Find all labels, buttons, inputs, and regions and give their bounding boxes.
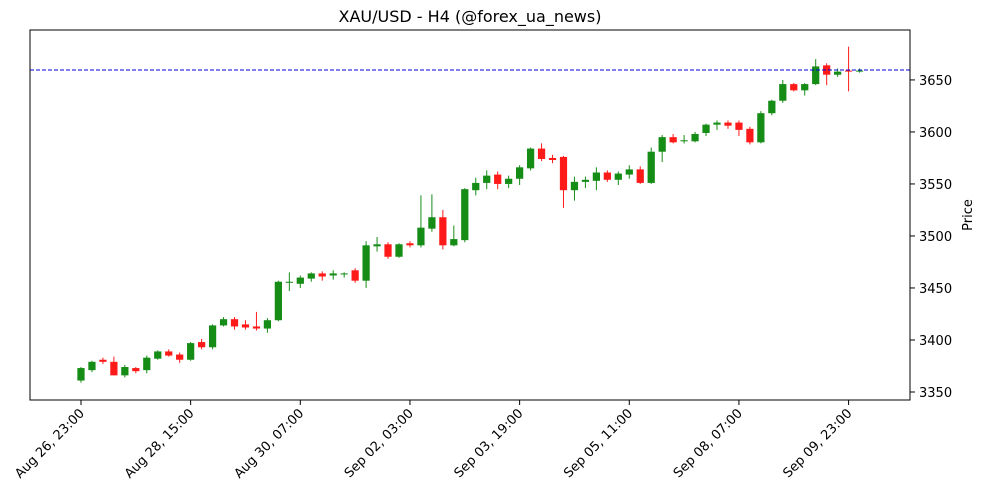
candle-body bbox=[417, 227, 425, 246]
candle-body bbox=[735, 122, 743, 130]
y-axis-label: Price bbox=[961, 199, 976, 231]
candle-body bbox=[713, 122, 721, 125]
candle-body bbox=[658, 137, 666, 152]
y-tick-label: 3500 bbox=[919, 230, 952, 245]
candle-body bbox=[187, 343, 195, 360]
candle-body bbox=[526, 148, 535, 169]
candle-body bbox=[691, 134, 699, 142]
candle-body bbox=[154, 351, 162, 359]
candle-body bbox=[581, 179, 590, 182]
candle-body bbox=[559, 156, 568, 191]
candle-body bbox=[483, 175, 491, 183]
candle-body bbox=[362, 245, 370, 281]
candle-body bbox=[790, 84, 798, 91]
candle-body bbox=[746, 128, 754, 143]
candle-body bbox=[77, 368, 85, 381]
y-tick-label: 3550 bbox=[919, 178, 952, 193]
candle-body bbox=[505, 178, 513, 184]
candle-body bbox=[263, 320, 272, 329]
candle-body bbox=[121, 367, 129, 376]
y-tick-label: 3650 bbox=[919, 74, 952, 89]
candle-body bbox=[88, 361, 96, 371]
candle-body bbox=[680, 140, 688, 142]
chart-title: XAU/USD - H4 (@forex_ua_news) bbox=[339, 7, 602, 27]
candle-body bbox=[570, 181, 579, 191]
candle-body bbox=[592, 172, 600, 181]
x-tick-label: Sep 08, 07:00 bbox=[671, 406, 746, 481]
candle-body bbox=[823, 65, 831, 75]
candle-body bbox=[318, 273, 326, 277]
candle-body bbox=[219, 319, 228, 326]
candle-body bbox=[855, 70, 864, 72]
candle-body bbox=[197, 342, 206, 348]
x-tick-label: Sep 03, 19:00 bbox=[452, 406, 527, 481]
candle-body bbox=[702, 124, 710, 133]
candle-body bbox=[143, 357, 151, 371]
candle-body bbox=[329, 273, 337, 276]
candle-body bbox=[439, 217, 447, 246]
candle-body bbox=[724, 122, 732, 126]
x-tick-label: Sep 05, 11:00 bbox=[561, 406, 636, 481]
candle-body bbox=[669, 137, 677, 143]
candle-body bbox=[647, 151, 655, 183]
candle-body bbox=[373, 244, 381, 247]
candle-body bbox=[537, 148, 546, 159]
candle-body bbox=[406, 243, 414, 246]
candle-body bbox=[812, 66, 820, 85]
candle-body bbox=[176, 354, 184, 360]
candle-body bbox=[230, 319, 239, 327]
candle-body bbox=[395, 244, 403, 257]
candle-body bbox=[285, 281, 293, 283]
y-tick-label: 3450 bbox=[919, 282, 952, 297]
y-tick-label: 3350 bbox=[919, 386, 952, 401]
candle-body bbox=[801, 84, 809, 91]
candle-body bbox=[99, 359, 107, 362]
candle-body bbox=[603, 172, 611, 180]
candle-body bbox=[779, 84, 787, 101]
candle-body bbox=[548, 157, 557, 161]
candle-body bbox=[636, 169, 644, 183]
candle-body bbox=[208, 325, 217, 348]
candle-body bbox=[132, 368, 140, 372]
x-tick-label: Aug 30, 07:00 bbox=[232, 406, 308, 482]
candle-body bbox=[614, 173, 622, 180]
candle-body bbox=[757, 113, 765, 143]
candle-body bbox=[461, 189, 469, 241]
candle-body bbox=[450, 239, 458, 246]
y-tick-label: 3600 bbox=[919, 126, 952, 141]
candle-body bbox=[110, 361, 118, 376]
candle-body bbox=[494, 174, 502, 184]
candle-body bbox=[252, 326, 261, 329]
candle-body bbox=[296, 277, 304, 284]
candle-body bbox=[834, 71, 842, 75]
candle-body bbox=[768, 100, 776, 114]
x-tick-label: Sep 09, 23:00 bbox=[781, 406, 856, 481]
candle-body bbox=[274, 281, 282, 321]
plot-frame bbox=[29, 29, 911, 401]
candle-body bbox=[516, 167, 524, 179]
candle-body bbox=[428, 217, 436, 229]
candle-body bbox=[625, 169, 633, 175]
candle-body bbox=[844, 70, 853, 72]
x-tick-label: Aug 28, 15:00 bbox=[122, 406, 198, 482]
candle-body bbox=[307, 273, 315, 279]
x-tick-label: Sep 02, 03:00 bbox=[342, 406, 417, 481]
candle-body bbox=[165, 351, 173, 356]
x-tick-label: Aug 26, 23:00 bbox=[12, 406, 88, 482]
candle-body bbox=[241, 324, 250, 328]
y-tick-label: 3400 bbox=[919, 334, 952, 349]
candle-body bbox=[351, 270, 359, 281]
candle-body bbox=[384, 244, 392, 257]
candle-body bbox=[472, 182, 480, 191]
candle-body bbox=[340, 273, 348, 275]
